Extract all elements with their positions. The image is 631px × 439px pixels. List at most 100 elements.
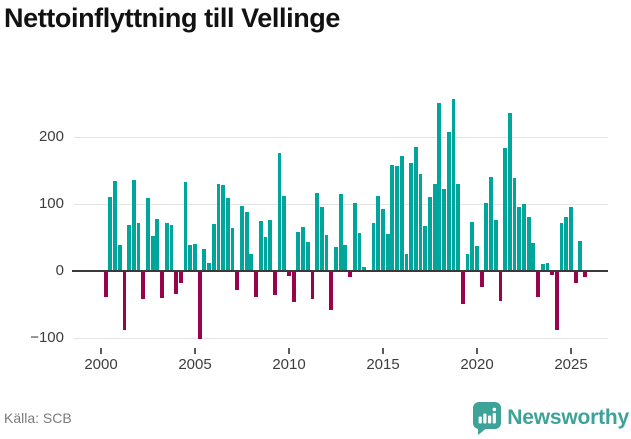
bar [522, 203, 526, 270]
bar [512, 177, 517, 270]
bar [207, 262, 211, 270]
bar [413, 147, 418, 270]
bar [498, 272, 503, 301]
bar [362, 267, 367, 270]
bar [470, 221, 475, 270]
bar [404, 253, 409, 270]
bar [545, 262, 550, 270]
bar [221, 185, 226, 270]
bar [197, 272, 202, 339]
bar [578, 241, 583, 270]
bar [517, 206, 522, 270]
bar [395, 166, 399, 270]
bar [390, 165, 395, 270]
zero-axis-line [72, 270, 608, 272]
x-axis-tick [100, 348, 102, 354]
bar [310, 272, 315, 299]
bar [188, 245, 193, 270]
bar [282, 195, 287, 270]
bar [559, 222, 564, 270]
bar [249, 253, 254, 270]
bar [263, 236, 268, 270]
bar [202, 249, 207, 270]
bar [451, 98, 456, 270]
bar [160, 272, 164, 299]
bar [122, 272, 127, 331]
bar [489, 177, 493, 270]
bar [348, 272, 352, 278]
bar [141, 272, 146, 299]
bar [531, 242, 536, 270]
bar [174, 272, 179, 295]
bar [446, 132, 451, 270]
newsworthy-logo: Newsworthy [473, 400, 629, 436]
bar [399, 156, 404, 270]
bar [423, 225, 428, 270]
bar [305, 241, 310, 270]
bar [437, 103, 442, 270]
bar [479, 272, 484, 288]
x-axis-label: 2020 [460, 356, 494, 373]
x-axis-label: 2000 [84, 356, 118, 373]
bar [371, 223, 376, 270]
bar [554, 272, 559, 331]
bar [329, 272, 334, 311]
bar [315, 193, 320, 270]
bar [164, 223, 169, 270]
bar [526, 217, 531, 270]
bar [540, 263, 545, 270]
bar [376, 195, 381, 270]
bar [381, 209, 385, 270]
bar [169, 225, 174, 270]
newsworthy-logo-icon [473, 401, 502, 435]
x-axis-tick [476, 348, 478, 354]
bar [583, 272, 587, 277]
bar [465, 253, 470, 270]
bar [244, 211, 249, 270]
bar [291, 272, 296, 303]
bar [103, 272, 108, 297]
bar [503, 147, 508, 270]
bar [146, 197, 150, 270]
bar [475, 245, 479, 270]
bar [178, 272, 183, 284]
bar [338, 193, 343, 270]
bar [357, 233, 362, 270]
x-axis-tick [288, 348, 290, 354]
x-axis-label: 2025 [554, 356, 588, 373]
bar [211, 223, 216, 270]
bar [573, 272, 578, 284]
bar [442, 189, 446, 270]
x-axis-tick [382, 348, 384, 354]
bar [409, 163, 414, 270]
y-axis-label: 100 [38, 195, 64, 213]
bar [484, 203, 489, 270]
gridline [74, 338, 608, 339]
bar [258, 221, 263, 270]
x-axis-tick [194, 348, 196, 354]
newsworthy-logo-text: Newsworthy [507, 406, 629, 429]
bar [277, 153, 282, 270]
bar [428, 197, 432, 270]
bar [272, 272, 277, 295]
bar [507, 113, 512, 270]
bar [550, 272, 555, 275]
x-axis-label: 2005 [178, 356, 212, 373]
bar [319, 207, 324, 270]
bar [254, 272, 258, 297]
y-axis-label: −100 [30, 328, 64, 346]
bar [536, 272, 540, 298]
bar [225, 197, 230, 270]
bar [343, 245, 348, 270]
bar [155, 218, 160, 270]
bar [456, 183, 461, 270]
bar [460, 272, 465, 305]
x-axis-tick [570, 348, 572, 354]
x-axis-label: 2010 [272, 356, 306, 373]
bar [183, 182, 188, 270]
chart-title: Nettoinflyttning till Vellinge [4, 3, 340, 33]
x-axis-label: 2015 [366, 356, 400, 373]
bar [127, 224, 132, 270]
plot-area: 200 100 0 −100 2000 2005 2010 2015 2020 2025 [30, 98, 608, 373]
